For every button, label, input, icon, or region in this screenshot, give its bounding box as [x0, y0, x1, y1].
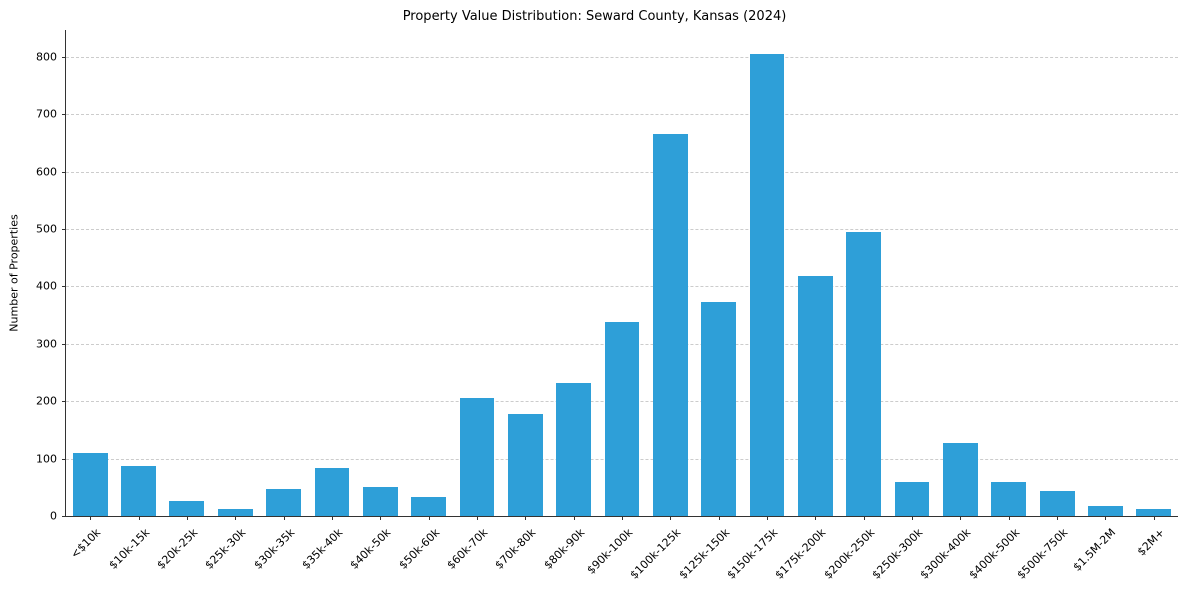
x-tick-label: $35k-40k	[299, 526, 346, 572]
x-tick-mark	[670, 516, 672, 520]
y-axis-label: Number of Properties	[7, 214, 21, 332]
y-tick-label: 800	[36, 50, 57, 64]
bar	[411, 497, 446, 516]
gridline	[66, 56, 1178, 58]
bar	[121, 466, 156, 516]
x-tick-mark	[1008, 516, 1010, 520]
y-tick-label: 0	[50, 509, 57, 523]
x-tick-mark	[90, 516, 92, 520]
y-tick-label: 700	[36, 107, 57, 121]
bar	[217, 509, 253, 516]
bar	[362, 487, 398, 516]
x-tick-mark	[186, 516, 188, 520]
y-tick-mark	[62, 56, 66, 58]
y-tick-label: 400	[36, 279, 57, 293]
bar	[604, 322, 640, 516]
x-tick-label: $500k-750k	[1014, 526, 1071, 582]
x-tick-label: $10k-15k	[105, 526, 152, 572]
gridline	[66, 229, 1178, 231]
bar	[556, 382, 592, 516]
x-tick-mark	[815, 516, 817, 520]
x-tick-mark	[1057, 516, 1059, 520]
y-tick-mark	[62, 343, 66, 345]
x-tick-label: $90k-100k	[584, 526, 636, 577]
x-tick-label: $20k-25k	[154, 526, 201, 572]
gridline	[66, 286, 1178, 288]
x-tick-mark	[428, 516, 430, 520]
y-tick-label: 500	[36, 222, 57, 236]
x-tick-mark	[960, 516, 962, 520]
x-tick-mark	[380, 516, 382, 520]
x-tick-label: $1.5M-2M	[1070, 526, 1119, 574]
y-tick-label: 200	[36, 394, 57, 408]
x-tick-mark	[331, 516, 333, 520]
y-tick-mark	[62, 114, 66, 116]
bar	[701, 301, 737, 516]
bar	[894, 482, 930, 516]
x-tick-label: $2M+	[1134, 526, 1168, 559]
x-tick-label: $80k-90k	[541, 526, 587, 572]
x-tick-label: $70k-80k	[492, 526, 539, 572]
x-tick-mark	[912, 516, 914, 520]
bar	[943, 443, 978, 516]
x-tick-label: $100k-125k	[627, 526, 684, 582]
x-tick-mark	[1153, 516, 1155, 520]
x-tick-mark	[1105, 516, 1107, 520]
x-tick-label: $250k-300k	[869, 526, 926, 582]
y-tick-mark	[62, 516, 66, 517]
x-tick-label: $150k-175k	[724, 526, 781, 582]
bar	[1088, 506, 1123, 516]
y-tick-label: 300	[36, 337, 57, 351]
bar	[459, 397, 495, 516]
bar	[507, 413, 543, 516]
x-tick-label: $125k-150k	[676, 526, 732, 582]
x-tick-label: $300k-400k	[917, 526, 974, 582]
x-tick-mark	[235, 516, 237, 520]
y-tick-label: 100	[36, 452, 57, 466]
x-tick-label: $40k-50k	[347, 526, 394, 572]
bar	[266, 489, 301, 516]
x-tick-mark	[283, 516, 285, 520]
y-tick-mark	[62, 229, 66, 231]
y-tick-mark	[62, 458, 66, 460]
bar	[314, 467, 350, 516]
bar	[749, 53, 785, 516]
y-tick-label: 600	[36, 165, 57, 179]
chart-title: Property Value Distribution: Seward Coun…	[402, 9, 787, 24]
x-tick-label: $60k-70k	[444, 526, 491, 572]
plot-area: 0 100 200 300 400 500 600 700 800 <$10k $10k-15k $2…	[36, 30, 1178, 582]
x-tick-mark	[767, 516, 769, 520]
bar	[652, 134, 688, 516]
x-tick-label: $200k-250k	[821, 526, 877, 582]
bar	[991, 482, 1027, 516]
x-tick-mark	[863, 516, 865, 520]
x-tick-mark	[622, 516, 623, 520]
bar	[797, 276, 833, 516]
x-tick-mark	[573, 516, 575, 520]
bar	[169, 501, 205, 516]
x-tick-label: $50k-60k	[396, 526, 442, 572]
gridline	[66, 114, 1178, 116]
y-tick-mark	[62, 286, 66, 288]
bar	[1136, 509, 1172, 516]
x-tick-label: $175k-200k	[772, 526, 829, 582]
x-tick-mark	[525, 516, 527, 520]
x-tick-label: $400k-500k	[966, 526, 1022, 582]
x-tick-mark	[718, 516, 720, 520]
bar	[72, 452, 108, 516]
y-tick-mark	[62, 401, 66, 403]
x-tick-label: $30k-35k	[251, 526, 297, 572]
bar	[846, 231, 882, 516]
gridline	[66, 171, 1178, 173]
x-tick-mark	[476, 516, 478, 520]
x-tick-mark	[138, 516, 140, 520]
bar	[1039, 490, 1075, 516]
x-tick-label: <$10k	[68, 526, 104, 562]
x-tick-label: $25k-30k	[202, 526, 249, 572]
y-tick-mark	[62, 171, 66, 173]
